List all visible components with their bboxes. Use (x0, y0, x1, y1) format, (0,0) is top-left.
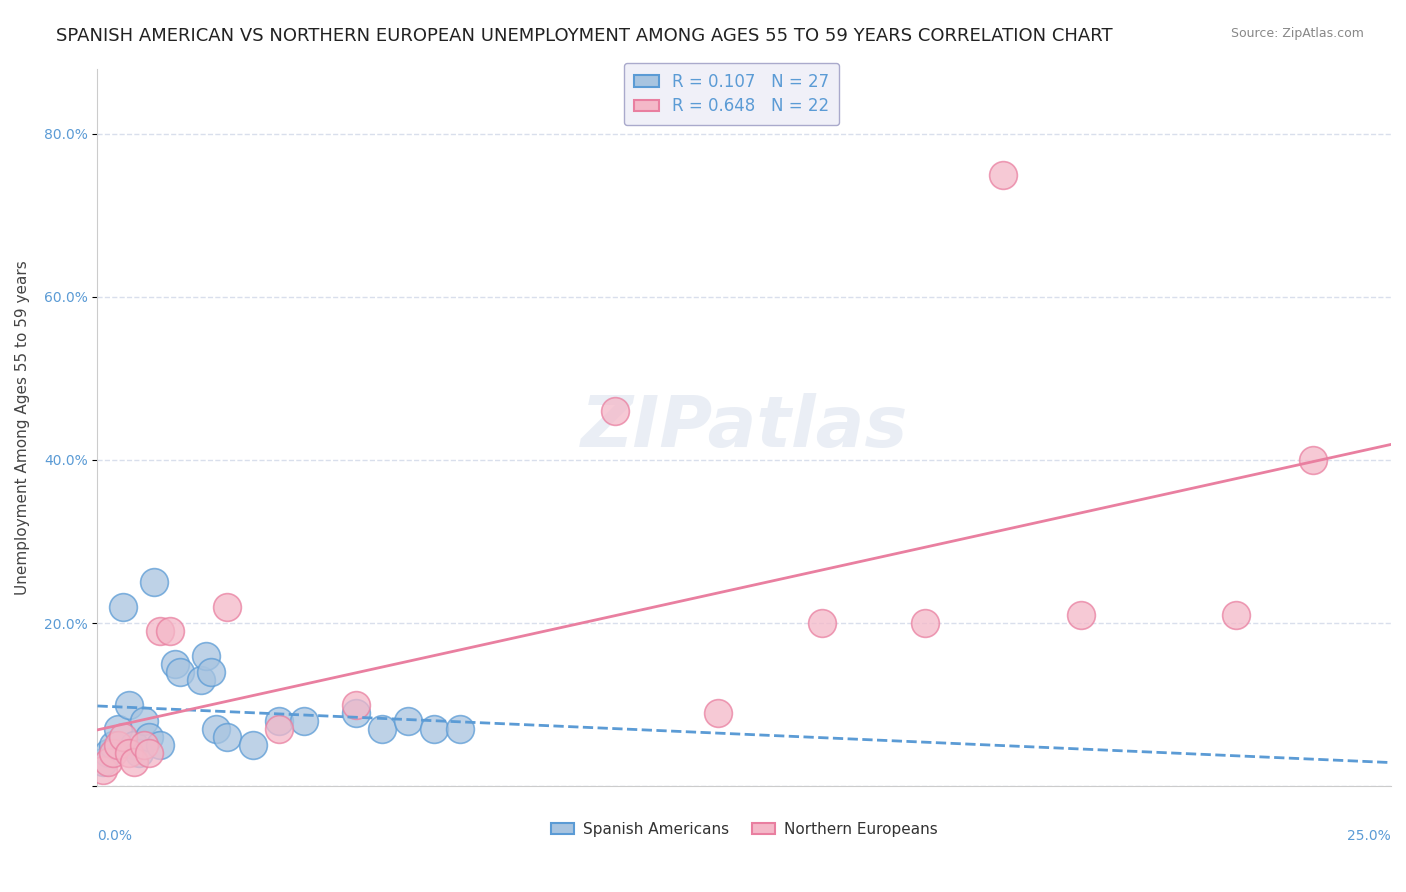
Point (97, 747, 120, 761)
Point (122, 739, 145, 753)
Text: ZIPatlas: ZIPatlas (581, 392, 908, 462)
Point (132, 714, 155, 728)
Point (132, 739, 155, 753)
Point (190, 673, 212, 687)
Legend: Spanish Americans, Northern Europeans: Spanish Americans, Northern Europeans (544, 816, 943, 843)
Point (914, 615, 936, 630)
Point (200, 665, 222, 679)
Point (165, 657, 187, 671)
Point (148, 739, 170, 753)
Point (603, 404, 626, 418)
Text: 0.0%: 0.0% (97, 830, 132, 843)
Point (159, 624, 181, 639)
Point (1302, 453, 1324, 467)
Point (215, 599, 238, 614)
Point (1070, 607, 1092, 622)
Point (112, 730, 135, 744)
Point (344, 698, 367, 712)
Point (117, 747, 139, 761)
Point (128, 747, 150, 761)
Point (195, 648, 218, 663)
Point (242, 739, 264, 753)
Point (707, 706, 730, 720)
Point (148, 624, 170, 639)
Point (143, 575, 166, 590)
Point (294, 714, 316, 728)
Text: Source: ZipAtlas.com: Source: ZipAtlas.com (1230, 27, 1364, 40)
Text: 25.0%: 25.0% (1347, 830, 1391, 843)
Point (396, 714, 419, 728)
Point (117, 698, 139, 712)
Point (371, 722, 394, 736)
Text: SPANISH AMERICAN VS NORTHERN EUROPEAN UNEMPLOYMENT AMONG AGES 55 TO 59 YEARS COR: SPANISH AMERICAN VS NORTHERN EUROPEAN UN… (56, 27, 1114, 45)
Point (267, 714, 290, 728)
Point (423, 722, 446, 736)
Point (138, 747, 160, 761)
Point (101, 747, 124, 761)
Point (267, 722, 290, 736)
Point (91, 763, 114, 777)
Point (107, 739, 129, 753)
Point (991, 168, 1014, 182)
Point (97, 755, 120, 769)
Point (91, 755, 114, 769)
Point (1225, 607, 1247, 622)
Point (205, 722, 228, 736)
Point (112, 599, 135, 614)
Point (138, 730, 160, 744)
Point (344, 706, 367, 720)
Point (107, 722, 129, 736)
Point (101, 739, 124, 753)
Point (169, 665, 191, 679)
Point (449, 722, 471, 736)
Y-axis label: Unemployment Among Ages 55 to 59 years: Unemployment Among Ages 55 to 59 years (15, 260, 30, 595)
Point (811, 615, 834, 630)
Point (215, 730, 238, 744)
Point (122, 755, 145, 769)
